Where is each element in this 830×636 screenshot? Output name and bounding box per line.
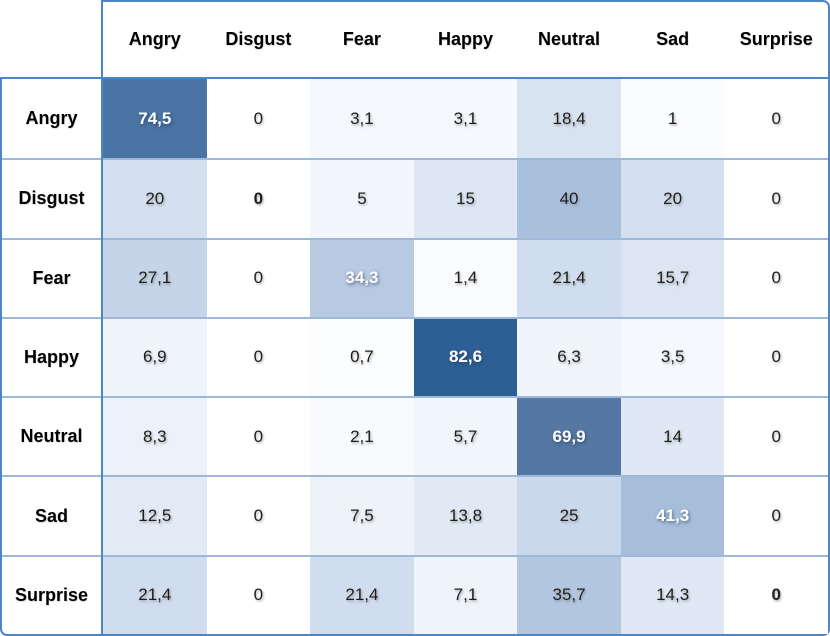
row-header-happy: Happy: [2, 316, 101, 396]
cell-sad-happy: 13,8: [413, 475, 518, 555]
cell-disgust-neutral: 40: [517, 158, 621, 238]
cell-angry-happy: 3,1: [413, 79, 518, 159]
row-header-neutral: Neutral: [2, 396, 101, 475]
cell-disgust-fear: 5: [310, 158, 414, 238]
cell-surprise-sad: 14,3: [620, 554, 725, 634]
cell-sad-disgust: 0: [206, 475, 311, 555]
cell-happy-surprise: 0: [724, 316, 828, 397]
cell-angry-disgust: 0: [206, 79, 311, 159]
cell-disgust-disgust: 0: [206, 158, 311, 238]
cell-neutral-disgust: 0: [206, 396, 311, 476]
cell-angry-surprise: 0: [724, 79, 828, 159]
cell-angry-angry: 74,5: [103, 79, 207, 159]
cell-happy-happy: 82,6: [413, 316, 518, 397]
cell-happy-neutral: 6,3: [517, 316, 621, 397]
cell-fear-angry: 27,1: [103, 237, 207, 317]
cell-angry-sad: 1: [620, 79, 725, 159]
cell-sad-neutral: 25: [517, 475, 621, 555]
col-header-surprise: Surprise: [739, 29, 813, 49]
cell-sad-sad: 41,3: [620, 475, 725, 555]
cell-happy-angry: 6,9: [103, 316, 207, 397]
cell-neutral-happy: 5,7: [413, 396, 518, 476]
col-header-sad: Sad: [656, 29, 690, 49]
cell-neutral-fear: 2,1: [310, 396, 414, 476]
cell-neutral-neutral: 69,9: [517, 396, 621, 476]
col-header-angry: Angry: [128, 29, 181, 49]
cell-surprise-fear: 21,4: [310, 554, 414, 634]
cell-happy-fear: 0,7: [310, 316, 414, 397]
row-header-column: Angry Disgust Fear Happy Neutral Sad Surprise: [0, 77, 103, 636]
cell-surprise-happy: 7,1: [413, 554, 518, 634]
cell-angry-neutral: 18,4: [517, 79, 621, 159]
row-header-fear: Fear: [2, 237, 101, 317]
cell-disgust-angry: 20: [103, 158, 207, 238]
matrix-grid: 74,5 0 3,1 3,1 18,4 1 0 20 0 5 15 40 20 0 27,1 0 34,3 1,4…: [101, 77, 830, 636]
cell-fear-fear: 34,3: [310, 237, 414, 317]
cell-angry-fear: 3,1: [310, 79, 414, 159]
cell-fear-happy: 1,4: [413, 237, 518, 317]
cell-fear-neutral: 21,4: [517, 237, 621, 317]
cell-neutral-surprise: 0: [724, 396, 828, 476]
cell-surprise-angry: 21,4: [103, 554, 207, 634]
cell-disgust-sad: 20: [620, 158, 725, 238]
cell-fear-disgust: 0: [206, 237, 311, 317]
cell-happy-disgust: 0: [206, 316, 311, 397]
cell-sad-fear: 7,5: [310, 475, 414, 555]
row-header-angry: Angry: [25, 108, 78, 129]
col-header-fear: Fear: [342, 29, 381, 49]
col-header-disgust: Disgust: [225, 29, 292, 49]
column-header-row: Angry Disgust Fear Happy Neutral Sad Surprise: [101, 0, 830, 79]
cell-sad-angry: 12,5: [103, 475, 207, 555]
cell-surprise-surprise: 0: [724, 554, 828, 634]
row-header-surprise: Surprise: [2, 554, 101, 634]
col-header-happy: Happy: [437, 29, 493, 49]
cell-disgust-surprise: 0: [724, 158, 828, 238]
cell-surprise-disgust: 0: [206, 554, 311, 634]
row-header-disgust: Disgust: [2, 158, 101, 237]
cell-fear-sad: 15,7: [620, 237, 725, 317]
cell-surprise-neutral: 35,7: [517, 554, 621, 634]
cell-neutral-angry: 8,3: [103, 396, 207, 476]
cell-disgust-happy: 15: [413, 158, 518, 238]
cell-neutral-sad: 14: [620, 396, 725, 476]
col-header-neutral: Neutral: [538, 29, 601, 49]
row-header-sad: Sad: [2, 475, 101, 554]
cell-fear-surprise: 0: [724, 237, 828, 317]
cell-sad-surprise: 0: [724, 475, 828, 555]
cell-happy-sad: 3,5: [620, 316, 725, 397]
